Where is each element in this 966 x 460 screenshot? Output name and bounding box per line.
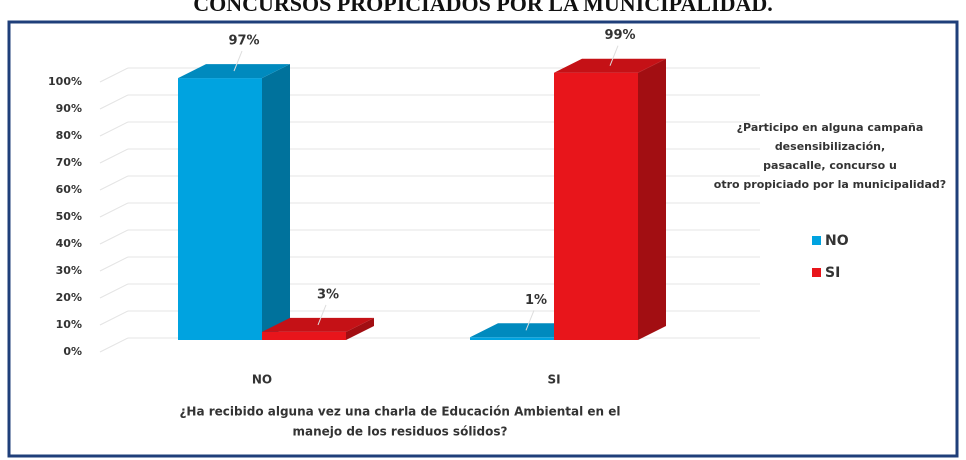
grid-line <box>99 67 129 83</box>
x-tick-label: NO <box>252 373 272 387</box>
data-label: 3% <box>317 287 339 302</box>
x-axis-title: manejo de los residuos sólidos? <box>293 425 508 439</box>
y-tick-label: 0% <box>63 345 82 358</box>
chart-title: CONCURSOS PROPICIADOS POR LA MUNICIPALID… <box>193 0 773 16</box>
grid-line <box>99 256 129 272</box>
y-tick-label: 70% <box>56 156 82 169</box>
y-tick-label: 30% <box>56 264 82 277</box>
grid-line <box>99 121 129 137</box>
bar-front <box>554 72 638 340</box>
x-tick-label: SI <box>547 373 560 387</box>
x-axis-title: ¿Ha recibido alguna vez una charla de Ed… <box>179 405 620 419</box>
legend-title: ¿Participo en alguna campaña <box>737 121 924 134</box>
data-label: 1% <box>525 293 547 308</box>
label-leader <box>317 304 327 326</box>
bar-front <box>178 78 262 340</box>
legend-swatch <box>812 236 821 245</box>
legend-swatch <box>812 268 821 277</box>
y-tick-label: 100% <box>48 75 82 88</box>
label-leader <box>609 45 619 66</box>
grid-line <box>99 94 129 110</box>
y-tick-label: 20% <box>56 291 82 304</box>
data-label: 97% <box>228 34 259 49</box>
grid-line <box>99 148 129 164</box>
legend-title: pasacalle, concurso u <box>763 159 897 172</box>
grid-line <box>99 283 129 299</box>
y-tick-label: 60% <box>56 183 82 196</box>
legend-title: otro propiciado por la municipalidad? <box>714 178 946 191</box>
y-tick-label: 90% <box>56 102 82 115</box>
y-tick-label: 50% <box>56 210 82 223</box>
legend-label: NO <box>825 233 849 249</box>
chart-frame <box>7 20 959 458</box>
grid-line <box>99 202 129 218</box>
legend-label: SI <box>825 265 840 281</box>
label-leader <box>525 310 535 331</box>
grid-line <box>99 337 129 353</box>
bar-front <box>470 337 554 340</box>
data-label: 99% <box>604 28 635 43</box>
label-leader <box>233 50 243 72</box>
grid-line <box>99 229 129 245</box>
grid-line <box>99 175 129 191</box>
grid-line <box>99 310 129 326</box>
y-tick-label: 40% <box>56 237 82 250</box>
bar-side <box>638 58 666 340</box>
bar-side <box>262 64 290 340</box>
legend-title: desensibilización, <box>775 140 885 153</box>
bar-side <box>346 317 374 340</box>
y-tick-label: 10% <box>56 318 82 331</box>
y-tick-label: 80% <box>56 129 82 142</box>
bar-front <box>262 331 346 340</box>
